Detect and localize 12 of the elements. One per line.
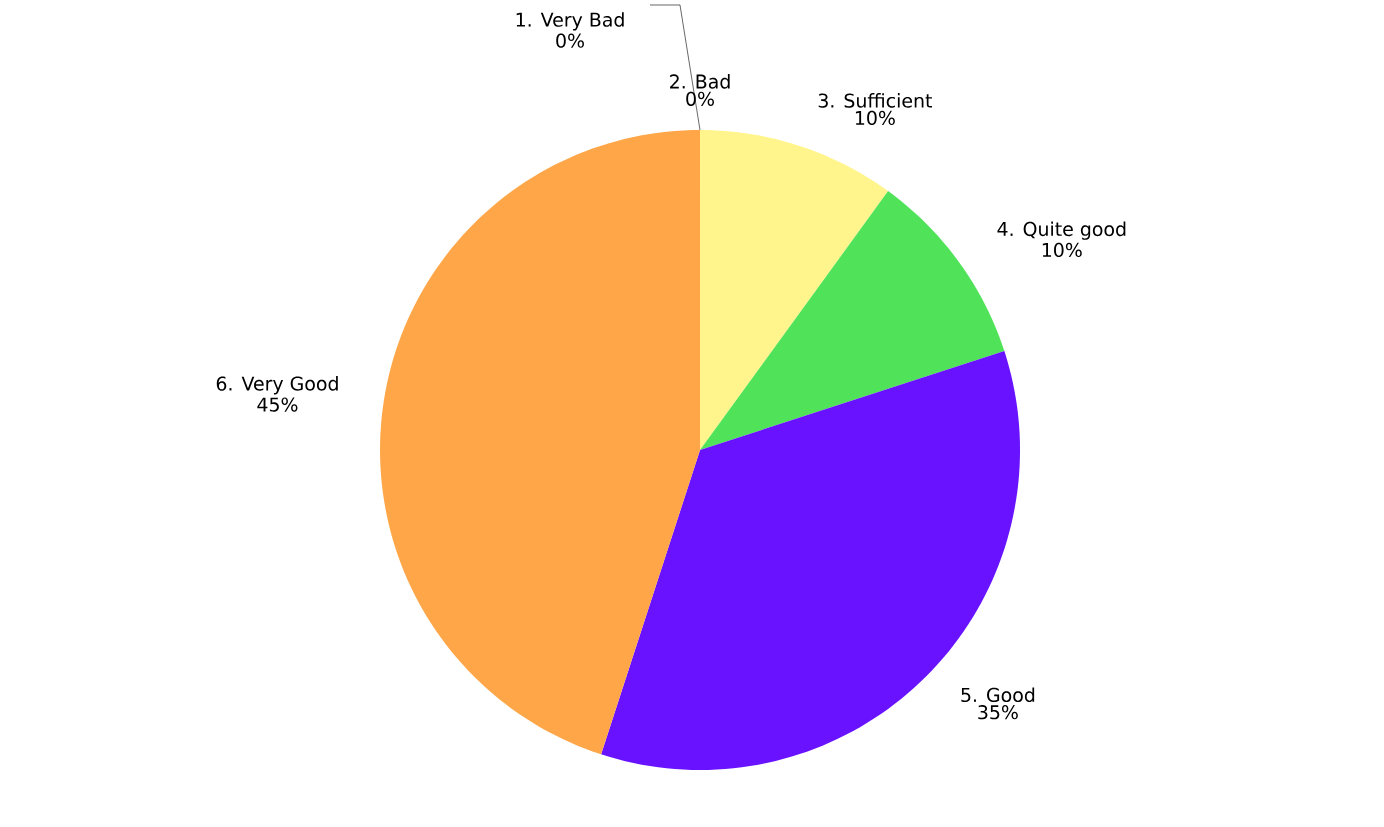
slice-label: 3. Sufficient (818, 93, 932, 108)
slice-label: 6. Very Good (216, 376, 338, 395)
data-label: 10% (855, 110, 895, 126)
category-label: 2. Bad (670, 74, 730, 89)
text: 0% (686, 91, 714, 106)
data-label: 10% (1042, 242, 1082, 258)
text: 0% (556, 33, 584, 48)
data-label: 45% (257, 397, 298, 412)
data-label: 35% (978, 705, 1018, 720)
category-label: 1. Very Bad (516, 12, 624, 31)
slice-label: 4. Quite good (997, 221, 1126, 240)
slice-label: 5. Good (961, 687, 1035, 703)
